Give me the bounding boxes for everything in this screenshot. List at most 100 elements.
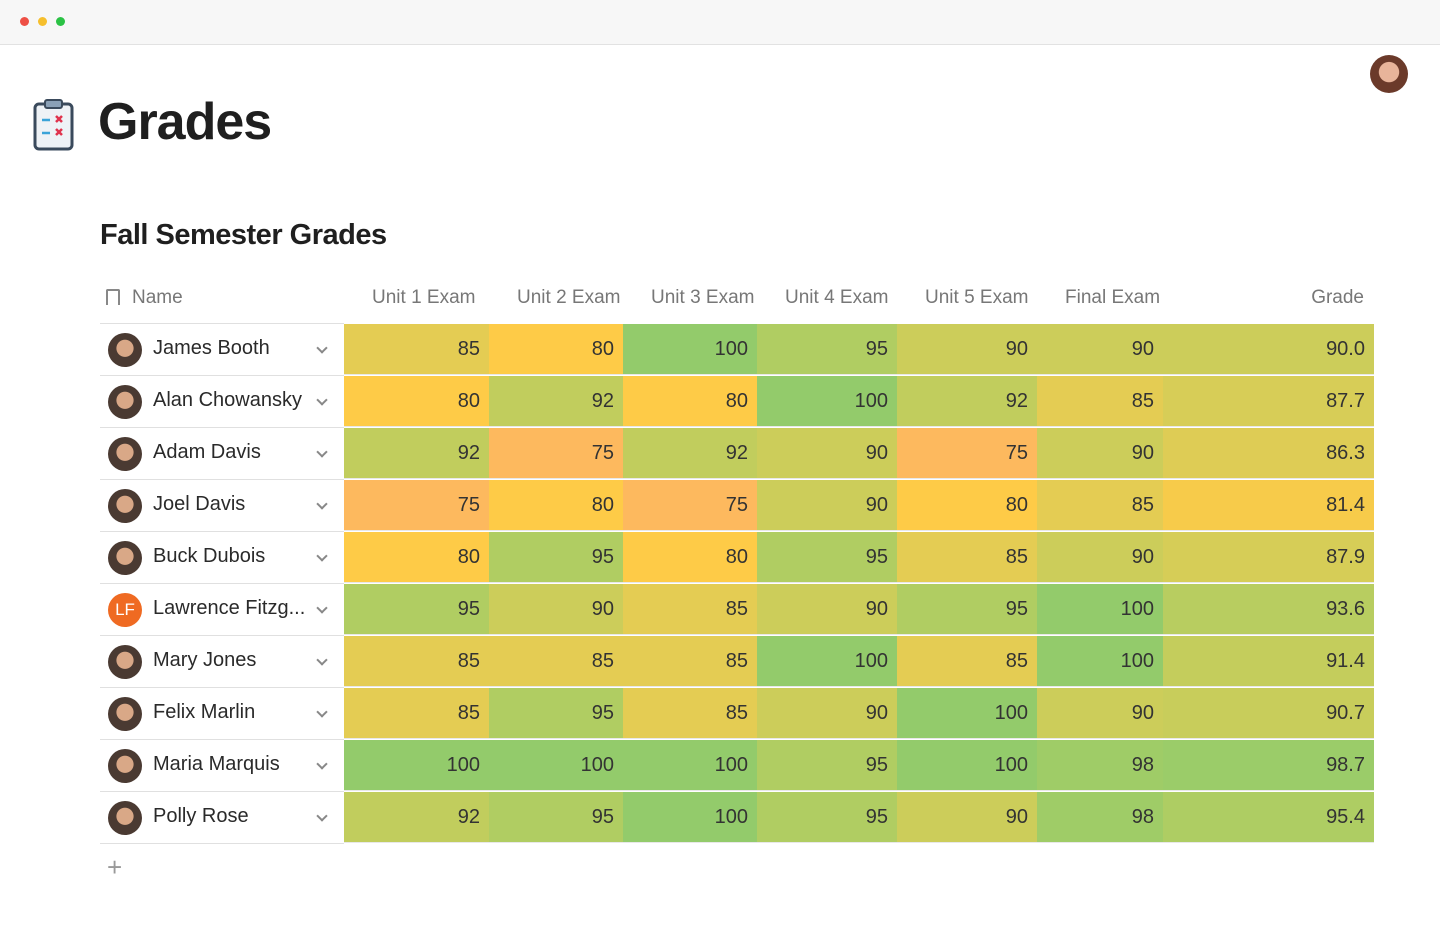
score-cell: 90 xyxy=(1037,428,1163,479)
name-cell[interactable]: Alan Chowansky xyxy=(100,376,344,428)
score-cell: 100 xyxy=(757,376,897,427)
grade-cell: 95.4 xyxy=(1163,792,1374,843)
student-name: Mary Jones xyxy=(153,649,257,671)
window-bar xyxy=(0,0,1440,45)
maximize-dot[interactable] xyxy=(56,17,65,26)
score-cell: 90 xyxy=(489,584,623,635)
grade-cell: 98.7 xyxy=(1163,740,1374,791)
score-cell: 90 xyxy=(1037,532,1163,583)
expand-chevron[interactable] xyxy=(316,342,328,354)
score-cell: 85 xyxy=(623,636,757,687)
column-header: Unit 1 Exam xyxy=(372,287,476,308)
score-cell: 100 xyxy=(1037,584,1163,635)
expand-chevron[interactable] xyxy=(316,446,328,458)
name-cell[interactable]: LF Lawrence Fitzg... xyxy=(100,584,344,636)
student-name: Joel Davis xyxy=(153,493,246,515)
score-cell: 80 xyxy=(344,532,489,583)
score-cell: 90 xyxy=(1037,688,1163,739)
score-cell: 100 xyxy=(344,740,489,791)
minimize-dot[interactable] xyxy=(38,17,47,26)
table-title: Fall Semester Grades xyxy=(100,219,387,251)
expand-chevron[interactable] xyxy=(316,654,328,666)
score-cell: 85 xyxy=(623,688,757,739)
name-cell[interactable]: Joel Davis xyxy=(100,480,344,532)
score-cell: 95 xyxy=(757,532,897,583)
student-name: Buck Dubois xyxy=(153,545,266,567)
score-cell: 85 xyxy=(344,324,489,375)
avatar xyxy=(108,489,142,523)
student-name: Alan Chowansky xyxy=(153,389,302,411)
score-cell: 85 xyxy=(1037,480,1163,531)
score-cell: 75 xyxy=(344,480,489,531)
score-cell: 92 xyxy=(489,376,623,427)
avatar xyxy=(108,385,142,419)
score-cell: 85 xyxy=(344,688,489,739)
score-cell: 90 xyxy=(757,584,897,635)
name-cell[interactable]: Adam Davis xyxy=(100,428,344,480)
name-cell[interactable]: James Booth xyxy=(100,324,344,376)
score-cell: 80 xyxy=(489,324,623,375)
header-divider xyxy=(100,323,344,324)
expand-chevron[interactable] xyxy=(316,550,328,562)
close-dot[interactable] xyxy=(20,17,29,26)
score-cell: 100 xyxy=(897,740,1037,791)
score-cell: 95 xyxy=(757,740,897,791)
column-header: Unit 2 Exam xyxy=(517,287,621,308)
score-cell: 90 xyxy=(897,324,1037,375)
bookmark-icon xyxy=(106,289,120,305)
avatar xyxy=(108,333,142,367)
score-cell: 95 xyxy=(757,324,897,375)
score-cell: 100 xyxy=(623,740,757,791)
score-cell: 100 xyxy=(623,792,757,843)
score-cell: 95 xyxy=(757,792,897,843)
score-cell: 95 xyxy=(344,584,489,635)
avatar xyxy=(108,697,142,731)
user-avatar[interactable] xyxy=(1370,55,1408,93)
score-cell: 92 xyxy=(897,376,1037,427)
score-cell: 85 xyxy=(623,584,757,635)
add-row[interactable]: + xyxy=(107,852,123,882)
avatar xyxy=(108,541,142,575)
name-cell[interactable]: Felix Marlin xyxy=(100,688,344,740)
score-cell: 95 xyxy=(489,532,623,583)
expand-chevron[interactable] xyxy=(316,394,328,406)
column-header: Unit 4 Exam xyxy=(785,287,889,308)
student-name: Felix Marlin xyxy=(153,701,256,723)
score-cell: 80 xyxy=(344,376,489,427)
grade-cell: 90.0 xyxy=(1163,324,1374,375)
score-cell: 75 xyxy=(489,428,623,479)
score-cell: 100 xyxy=(623,324,757,375)
score-cell: 92 xyxy=(344,428,489,479)
score-cell: 90 xyxy=(897,792,1037,843)
name-cell[interactable]: Buck Dubois xyxy=(100,532,344,584)
score-cell: 85 xyxy=(489,636,623,687)
score-cell: 80 xyxy=(623,376,757,427)
student-name: Maria Marquis xyxy=(153,753,280,775)
expand-chevron[interactable] xyxy=(316,498,328,510)
name-cell[interactable]: Mary Jones xyxy=(100,636,344,688)
student-name: Lawrence Fitzg... xyxy=(153,597,306,619)
expand-chevron[interactable] xyxy=(316,810,328,822)
score-cell: 100 xyxy=(757,636,897,687)
expand-chevron[interactable] xyxy=(316,602,328,614)
column-header: Unit 3 Exam xyxy=(651,287,755,308)
grade-cell: 87.7 xyxy=(1163,376,1374,427)
avatar xyxy=(108,749,142,783)
score-cell: 75 xyxy=(623,480,757,531)
avatar xyxy=(108,437,142,471)
score-cell: 85 xyxy=(344,636,489,687)
column-header: Grade xyxy=(1311,287,1364,308)
score-cell: 85 xyxy=(897,636,1037,687)
expand-chevron[interactable] xyxy=(316,706,328,718)
grade-cell: 91.4 xyxy=(1163,636,1374,687)
name-cell[interactable]: Polly Rose xyxy=(100,792,344,844)
score-cell: 80 xyxy=(623,532,757,583)
score-cell: 95 xyxy=(489,792,623,843)
score-cell: 90 xyxy=(757,480,897,531)
clipboard-icon xyxy=(33,99,74,151)
name-cell[interactable]: Maria Marquis xyxy=(100,740,344,792)
score-cell: 92 xyxy=(623,428,757,479)
expand-chevron[interactable] xyxy=(316,758,328,770)
score-cell: 92 xyxy=(344,792,489,843)
